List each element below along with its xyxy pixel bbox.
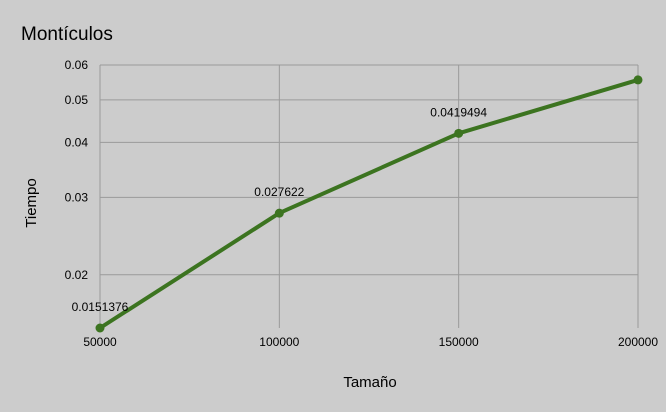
data-point [454, 128, 464, 138]
series-group [95, 75, 643, 333]
x-tick-label: 100000 [259, 335, 299, 349]
series-line [98, 77, 640, 330]
data-point [274, 208, 284, 218]
x-tick-label: 50000 [83, 335, 117, 349]
data-label: 0.0419494 [430, 105, 487, 119]
y-tick-label: 0.03 [65, 190, 89, 204]
y-tick-label: 0.05 [65, 93, 89, 107]
x-tick-labels: 50000 100000 150000 200000 [83, 335, 658, 349]
y-tick-label: 0.04 [65, 135, 89, 149]
grid-lines [99, 64, 639, 328]
data-labels: 0.0151376 0.027622 0.0419494 [72, 105, 488, 314]
x-axis-title: Tamaño [343, 374, 396, 391]
x-tick-label: 200000 [618, 335, 658, 349]
chart-title: Montículos [21, 24, 113, 45]
data-label: 0.027622 [254, 185, 304, 199]
y-axis-title: Tiempo [23, 178, 40, 227]
x-tick-label: 150000 [439, 335, 479, 349]
data-label: 0.0151376 [72, 300, 129, 314]
data-point [633, 75, 643, 85]
data-point [95, 323, 105, 333]
y-tick-label: 0.02 [65, 268, 89, 282]
y-tick-labels: 0.02 0.03 0.04 0.05 0.06 [65, 58, 89, 282]
y-tick-label: 0.06 [65, 58, 89, 72]
